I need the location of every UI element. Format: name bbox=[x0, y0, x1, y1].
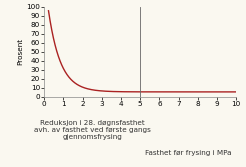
Text: Fasthet før frysing i MPa: Fasthet før frysing i MPa bbox=[145, 150, 231, 156]
Y-axis label: Prosent: Prosent bbox=[17, 38, 23, 65]
Text: Reduksjon i 28. døgnsfasthet
avh. av fasthet ved første gangs
gjennomsfrysing: Reduksjon i 28. døgnsfasthet avh. av fas… bbox=[34, 120, 151, 140]
